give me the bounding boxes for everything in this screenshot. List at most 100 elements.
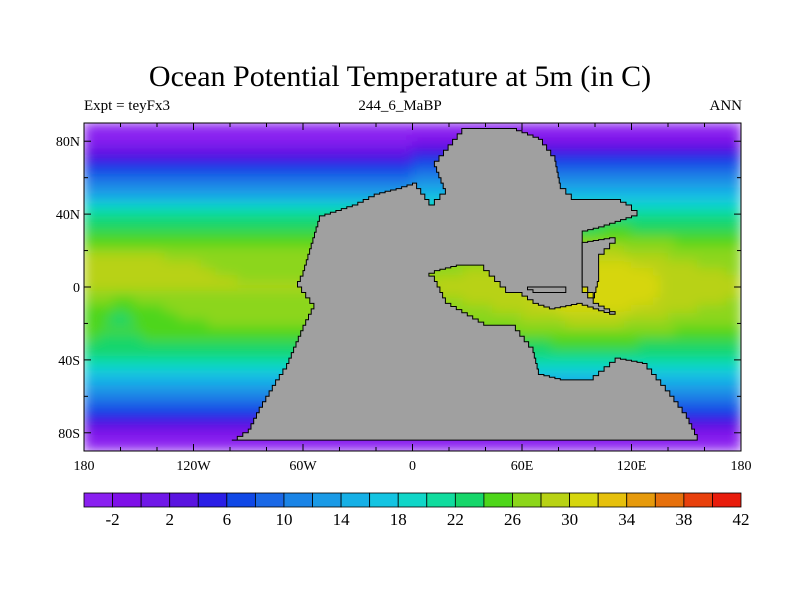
temperature-cell <box>90 260 100 270</box>
temperature-cell <box>704 428 713 437</box>
temperature-cell <box>134 239 143 248</box>
temperature-cell <box>280 312 289 321</box>
temperature-cell <box>185 217 194 226</box>
temperature-cell <box>645 123 654 131</box>
temperature-cell <box>163 348 173 357</box>
temperature-cell <box>718 333 727 343</box>
temperature-cell <box>295 290 304 299</box>
temperature-cell <box>631 188 640 197</box>
temperature-cell <box>689 384 698 394</box>
temperature-cell <box>214 370 224 379</box>
temperature-cell <box>84 399 92 408</box>
temperature-cell <box>667 275 676 284</box>
temperature-cell <box>134 297 143 306</box>
temperature-cell <box>689 151 698 160</box>
temperature-cell <box>514 443 523 451</box>
temperature-cell <box>163 414 173 423</box>
temperature-cell <box>718 290 727 299</box>
temperature-cell <box>674 151 684 160</box>
temperature-cell <box>207 202 216 211</box>
temperature-cell <box>149 341 158 350</box>
temperature-cell <box>711 377 720 386</box>
temperature-cell <box>368 123 377 131</box>
temperature-cell <box>667 341 676 350</box>
temperature-cell <box>98 435 107 445</box>
temperature-cell <box>105 363 114 372</box>
temperature-cell <box>718 312 727 321</box>
temperature-cell <box>207 290 216 299</box>
temperature-cell <box>273 312 282 321</box>
temperature-cell <box>193 246 202 255</box>
temperature-cell <box>550 129 559 139</box>
temperature-cell <box>178 195 187 204</box>
colorbar-swatch <box>254 492 285 508</box>
temperature-cell <box>149 392 158 401</box>
temperature-cell <box>163 443 173 451</box>
temperature-cell <box>689 392 698 401</box>
temperature-cell <box>638 290 647 299</box>
temperature-cell <box>141 180 151 190</box>
temperature-cell <box>609 188 618 197</box>
temperature-cell <box>324 158 333 168</box>
temperature-cell <box>193 173 202 182</box>
temperature-cell <box>134 304 143 314</box>
temperature-cell <box>185 188 194 197</box>
temperature-cell <box>84 123 92 131</box>
temperature-cell <box>193 290 202 299</box>
temperature-cell <box>725 348 735 357</box>
temperature-cell <box>660 326 669 335</box>
temperature-cell <box>287 297 297 306</box>
temperature-cell <box>98 260 107 270</box>
y-tick-label: 40N <box>56 208 80 223</box>
temperature-cell <box>98 209 107 219</box>
temperature-cell <box>193 421 202 430</box>
temperature-cell <box>251 355 260 365</box>
temperature-cell <box>652 312 662 321</box>
temperature-cell <box>178 188 187 197</box>
temperature-cell <box>214 384 224 394</box>
temperature-cell <box>623 348 632 357</box>
temperature-cell <box>134 268 143 277</box>
temperature-cell <box>273 333 282 343</box>
temperature-cell <box>667 384 676 394</box>
temperature-cell <box>112 297 121 306</box>
temperature-cell <box>185 290 194 299</box>
temperature-cell <box>207 414 216 423</box>
temperature-cell <box>696 341 705 350</box>
temperature-cell <box>674 282 684 292</box>
temperature-cell <box>448 123 457 131</box>
temperature-cell <box>645 158 654 168</box>
temperature-cell <box>222 282 231 292</box>
temperature-cell <box>645 217 654 226</box>
temperature-cell <box>163 129 173 139</box>
temperature-cell <box>214 319 224 328</box>
temperature-cell <box>112 275 121 284</box>
temperature-cell <box>331 123 340 131</box>
temperature-cell <box>105 246 114 255</box>
temperature-cell <box>631 123 640 131</box>
temperature-cell <box>572 188 581 197</box>
temperature-cell <box>178 260 187 270</box>
temperature-cell <box>90 428 100 437</box>
temperature-cell <box>149 195 158 204</box>
temperature-cell <box>433 268 443 277</box>
temperature-cell <box>287 268 297 277</box>
temperature-cell <box>105 260 114 270</box>
temperature-cell <box>631 304 640 314</box>
temperature-cell <box>127 414 136 423</box>
temperature-cell <box>718 304 727 314</box>
temperature-cell <box>631 260 640 270</box>
temperature-cell <box>98 341 107 350</box>
temperature-cell <box>244 173 253 182</box>
temperature-cell <box>207 268 216 277</box>
temperature-cell <box>711 202 720 211</box>
temperature-cell <box>251 290 260 299</box>
temperature-cell <box>236 304 246 314</box>
temperature-cell <box>251 202 260 211</box>
temperature-cell <box>134 202 143 211</box>
temperature-cell <box>711 443 720 451</box>
temperature-cell <box>280 231 289 241</box>
temperature-cell <box>266 217 275 226</box>
temperature-cell <box>587 166 596 175</box>
temperature-cell <box>674 312 684 321</box>
